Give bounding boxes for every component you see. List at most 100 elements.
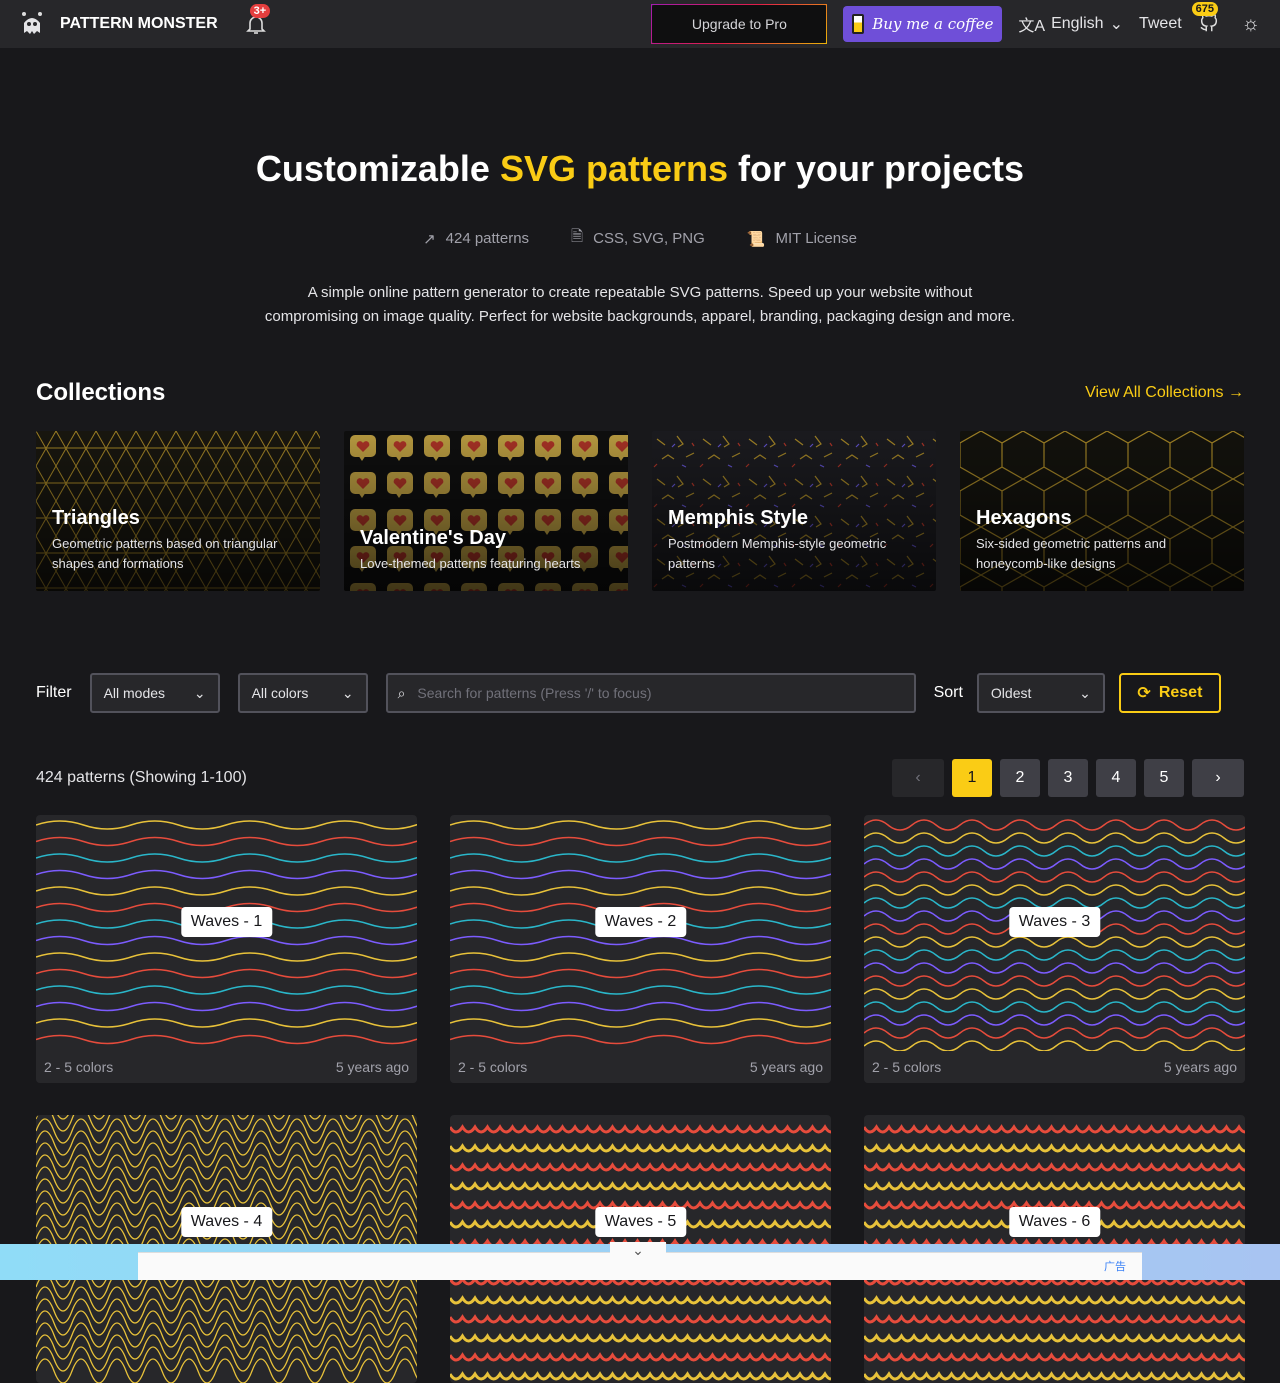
next-page-button[interactable]: › <box>1192 759 1244 797</box>
pattern-card[interactable]: Waves - 1 2 - 5 colors 5 years ago <box>36 815 417 1083</box>
wave-line <box>450 1371 831 1381</box>
hero-stats: ↗ 424 patterns 🗎 CSS, SVG, PNG 📜 MIT Licens… <box>0 226 1280 251</box>
wave-line <box>864 858 1245 870</box>
wave-line <box>36 1166 417 1192</box>
collection-card-triangles[interactable]: Triangles Geometric patterns based on tri… <box>36 431 320 591</box>
wave-line <box>36 1154 417 1180</box>
collection-desc: Love-themed patterns featuring hearts <box>360 556 581 571</box>
pattern-meta: 2 - 5 colors 5 years ago <box>864 1051 1245 1083</box>
search-input[interactable]: ⌕ Search for patterns (Press '/' to focus… <box>385 673 916 713</box>
chevron-down-icon: ⌄ <box>341 684 354 701</box>
sort-label: Sort <box>933 684 963 701</box>
pattern-colors: 2 - 5 colors <box>458 1059 528 1075</box>
theme-toggle[interactable]: ☼ <box>1242 13 1260 36</box>
chevron-down-icon: ⌄ <box>1109 16 1123 33</box>
pattern-name[interactable]: Waves - 4 <box>180 1207 273 1237</box>
wave-line <box>36 1018 417 1028</box>
ad-collapse-button[interactable]: ⌄ <box>610 1242 666 1258</box>
notification-badge: 3+ <box>249 4 271 18</box>
collections-header: Collections View All Collections → <box>0 379 1280 407</box>
page-2[interactable]: 2 <box>1000 759 1040 797</box>
brand-link[interactable]: PATTERN MONSTER <box>20 11 218 37</box>
wave-line <box>57 1115 393 1120</box>
stat-formats: 🗎 CSS, SVG, PNG <box>571 226 705 251</box>
wave-line <box>450 935 831 946</box>
collection-card-hexagons[interactable]: Hexagons Six-sided geometric patterns and… <box>960 431 1244 591</box>
wave-line <box>450 1018 831 1028</box>
language-select[interactable]: 文A English ⌄ <box>1018 12 1123 36</box>
pattern-preview <box>36 820 417 1078</box>
wave-line <box>864 1027 1245 1039</box>
pagination: ‹ 1 2 3 4 5 › <box>892 759 1244 797</box>
collection-desc: Six-sided geometric patterns and honeyco… <box>976 536 1167 571</box>
refresh-icon: ⟳ <box>1137 685 1151 702</box>
pattern-card[interactable]: Waves - 3 2 - 5 colors 5 years ago <box>864 815 1245 1083</box>
wave-line <box>450 902 831 913</box>
buy-coffee-button[interactable]: Buy me a coffee <box>843 6 1003 42</box>
page-1[interactable]: 1 <box>952 759 992 797</box>
wave-line <box>864 962 1245 974</box>
collection-card-valentines[interactable]: Valentine's Day Love-themed patterns feat… <box>344 431 628 591</box>
pattern-colors: 2 - 5 colors <box>872 1059 942 1075</box>
collection-card-memphis[interactable]: Memphis Style Postmodern Memphis-style ge… <box>652 431 936 591</box>
monster-logo-icon <box>22 12 42 34</box>
wave-line <box>450 836 831 847</box>
wave-line <box>864 1314 1245 1324</box>
wave-line <box>450 1143 831 1153</box>
wave-line <box>36 952 417 962</box>
wave-line <box>450 952 831 962</box>
top-nav: PATTERN MONSTER 3+ Upgrade to Pro Buy me… <box>0 0 1280 48</box>
wave-line <box>864 949 1245 961</box>
prev-page-button[interactable]: ‹ <box>892 759 944 797</box>
ad-label: 广告 <box>1104 1261 1126 1273</box>
github-stars-badge: 675 <box>1191 2 1219 16</box>
wave-line <box>36 836 417 847</box>
wave-line <box>864 1143 1245 1153</box>
chevron-down-icon: ⌄ <box>193 684 206 701</box>
pattern-name[interactable]: Waves - 5 <box>594 1207 687 1237</box>
upgrade-button[interactable]: Upgrade to Pro <box>651 4 828 44</box>
pattern-name[interactable]: Waves - 2 <box>594 907 687 937</box>
sun-icon: ☼ <box>1241 12 1260 35</box>
wave-line <box>36 1142 417 1168</box>
wave-line <box>36 902 417 913</box>
wave-line <box>864 884 1245 896</box>
collection-title: Hexagons <box>976 507 1072 529</box>
pattern-age: 5 years ago <box>749 1059 823 1075</box>
notifications-button[interactable]: 3+ <box>244 4 271 36</box>
hero-description: A simple online pattern generator to cre… <box>264 284 1016 325</box>
pattern-name[interactable]: Waves - 1 <box>180 907 273 937</box>
sort-select[interactable]: Oldest ⌄ <box>976 673 1105 713</box>
wave-line <box>864 1124 1245 1134</box>
filter-label: Filter <box>36 684 72 701</box>
wave-line <box>450 1333 831 1343</box>
pattern-name[interactable]: Waves - 3 <box>1008 907 1101 937</box>
collection-desc: Postmodern Memphis-style geometric patte… <box>668 536 887 571</box>
wave-line <box>864 1162 1245 1172</box>
colors-select[interactable]: All colors ⌄ <box>237 673 368 713</box>
reset-button[interactable]: ⟳ Reset <box>1118 673 1221 713</box>
github-link[interactable]: 675 <box>1191 2 1226 36</box>
wave-line <box>450 1162 831 1172</box>
page-5[interactable]: 5 <box>1144 759 1184 797</box>
page-3[interactable]: 3 <box>1048 759 1088 797</box>
search-placeholder: Search for patterns (Press '/' to focus) <box>417 685 652 701</box>
modes-select[interactable]: All modes ⌄ <box>89 673 220 713</box>
filter-bar: Filter All modes ⌄ All colors ⌄ ⌕ Search fo… <box>0 673 1280 713</box>
results-count: 424 patterns (Showing 1-100) <box>36 769 247 786</box>
pattern-meta: 2 - 5 colors 5 years ago <box>36 1051 417 1083</box>
tweet-link[interactable]: Tweet <box>1138 15 1182 32</box>
wave-line <box>864 1001 1245 1013</box>
wave-line <box>36 1190 417 1216</box>
wave-line <box>450 1352 831 1362</box>
page-4[interactable]: 4 <box>1096 759 1136 797</box>
view-all-collections-link[interactable]: View All Collections → <box>1085 384 1244 401</box>
wave-line <box>36 1130 417 1156</box>
wave-line <box>36 886 417 896</box>
stat-license: 📜 MIT License <box>746 230 857 248</box>
pattern-name[interactable]: Waves - 6 <box>1008 1207 1101 1237</box>
wave-line <box>864 1352 1245 1362</box>
pattern-card[interactable]: Waves - 2 2 - 5 colors 5 years ago <box>450 815 831 1083</box>
wave-line <box>864 832 1245 844</box>
